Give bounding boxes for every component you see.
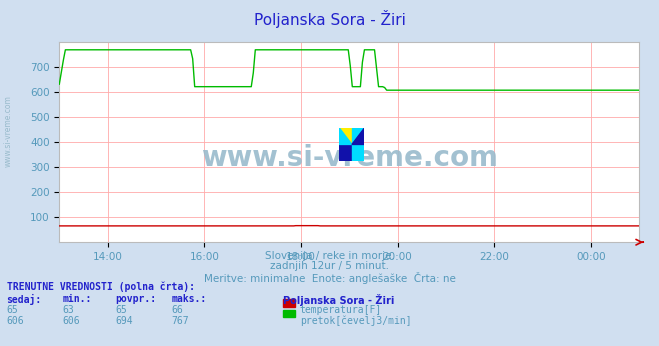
Text: maks.:: maks.: (171, 294, 206, 304)
Bar (352, 128, 364, 145)
Bar (339, 145, 352, 161)
Text: pretok[čevelj3/min]: pretok[čevelj3/min] (300, 316, 411, 326)
Text: temperatura[F]: temperatura[F] (300, 305, 382, 315)
Polygon shape (339, 128, 352, 145)
Text: Poljanska Sora - Žiri: Poljanska Sora - Žiri (283, 294, 395, 306)
Text: min.:: min.: (63, 294, 92, 304)
Text: 66: 66 (171, 305, 183, 315)
Text: Slovenija / reke in morje.: Slovenija / reke in morje. (264, 251, 395, 261)
Text: www.si-vreme.com: www.si-vreme.com (3, 95, 13, 167)
Text: TRENUTNE VREDNOSTI (polna črta):: TRENUTNE VREDNOSTI (polna črta): (7, 282, 194, 292)
Text: 606: 606 (63, 316, 80, 326)
Text: 694: 694 (115, 316, 133, 326)
Polygon shape (352, 128, 364, 145)
Bar (352, 145, 364, 161)
Text: 65: 65 (7, 305, 18, 315)
Text: povpr.:: povpr.: (115, 294, 156, 304)
Text: 63: 63 (63, 305, 74, 315)
Text: 65: 65 (115, 305, 127, 315)
Bar (339, 128, 352, 145)
Text: zadnjih 12ur / 5 minut.: zadnjih 12ur / 5 minut. (270, 261, 389, 271)
Text: 767: 767 (171, 316, 189, 326)
Text: www.si-vreme.com: www.si-vreme.com (201, 144, 498, 172)
Text: Meritve: minimalne  Enote: anglešaške  Črta: ne: Meritve: minimalne Enote: anglešaške Črt… (204, 272, 455, 284)
Text: Poljanska Sora - Žiri: Poljanska Sora - Žiri (254, 10, 405, 28)
Text: sedaj:: sedaj: (7, 294, 42, 305)
Text: 606: 606 (7, 316, 24, 326)
